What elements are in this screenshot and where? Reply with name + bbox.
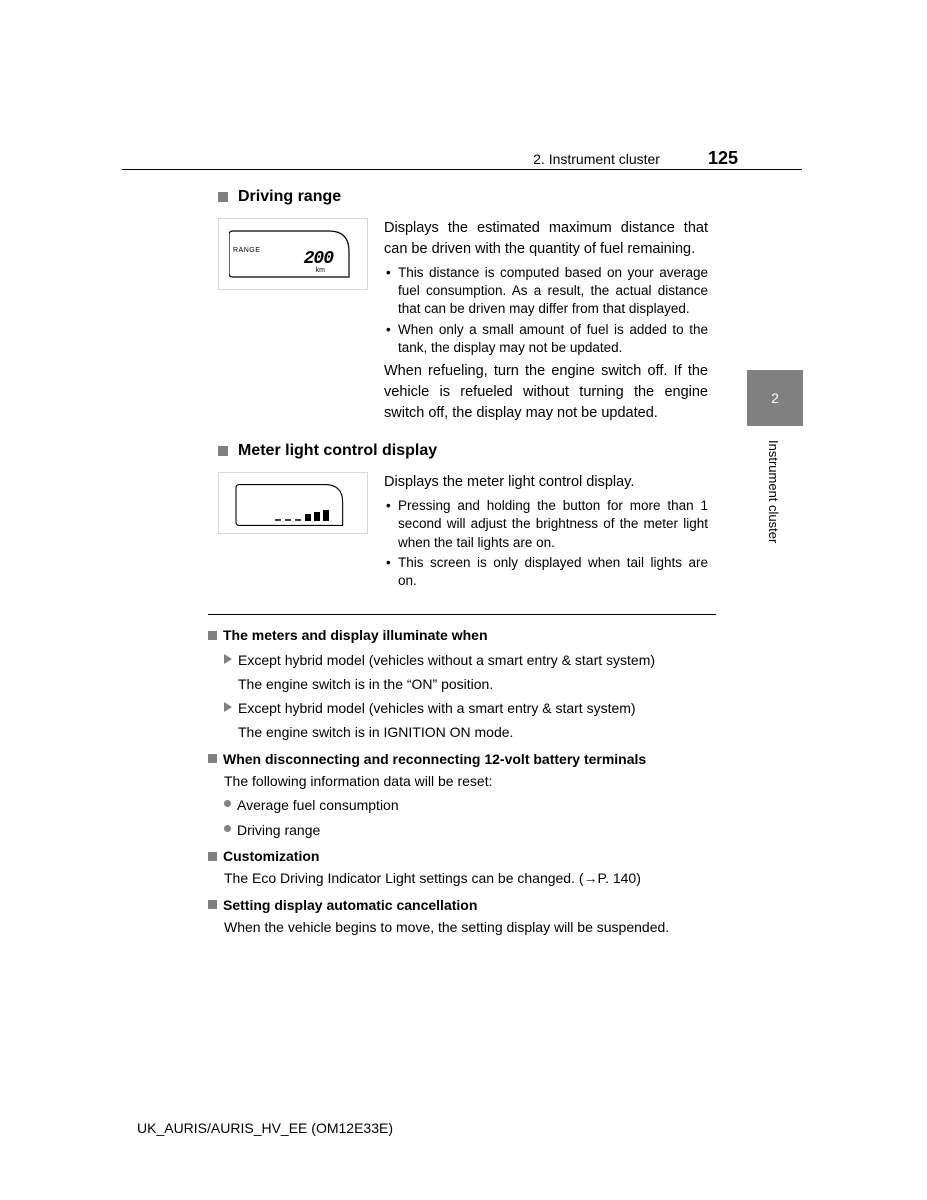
list-item: Driving range — [237, 820, 320, 840]
brightness-bars-icon — [275, 509, 335, 523]
header-rule — [122, 169, 802, 170]
notes-section: The meters and display illuminate when E… — [208, 625, 716, 937]
meter-light-intro: Displays the meter light control display… — [384, 472, 708, 493]
note-title: When disconnecting and reconnecting 12-v… — [223, 749, 646, 769]
section-heading-meter-light: Meter light control display — [218, 442, 802, 460]
square-bullet-icon — [218, 192, 228, 202]
square-bullet-icon — [208, 754, 217, 763]
dot-bullet-icon — [224, 800, 231, 807]
driving-range-row: RANGE 200 km Displays the estimated maxi… — [218, 218, 802, 428]
square-bullet-icon — [208, 631, 217, 640]
meter-light-row: Displays the meter light control display… — [218, 472, 802, 594]
list-item: This distance is computed based on your … — [384, 264, 708, 319]
driving-range-text: Displays the estimated maximum distance … — [384, 218, 708, 428]
list-item: When only a small amount of fuel is adde… — [384, 321, 708, 357]
driving-range-intro: Displays the estimated maximum distance … — [384, 218, 708, 260]
triangle-item: Except hybrid model (vehicles without a … — [224, 650, 716, 670]
note-title: The meters and display illuminate when — [223, 625, 488, 645]
item-body: The engine switch is in IGNITION ON mode… — [238, 722, 716, 742]
driving-range-bullets: This distance is computed based on your … — [384, 264, 708, 357]
triangle-bullet-icon — [224, 702, 232, 712]
item-body: The engine switch is in the “ON” positio… — [238, 674, 716, 694]
arrow-icon: → — [584, 870, 598, 886]
item-header: Except hybrid model (vehicles without a … — [238, 650, 655, 670]
dot-item: Driving range — [224, 820, 716, 840]
square-bullet-icon — [208, 900, 217, 909]
chapter-tab-label: Instrument cluster — [766, 440, 781, 543]
note-heading: Setting display automatic cancellation — [208, 895, 716, 915]
note-heading: When disconnecting and reconnecting 12-v… — [208, 749, 716, 769]
document-footer: UK_AURIS/AURIS_HV_EE (OM12E33E) — [137, 1120, 393, 1136]
meter-illustration-box: RANGE 200 km — [218, 218, 368, 290]
meter-light-bullets: Pressing and holding the button for more… — [384, 497, 708, 590]
list-item: Pressing and holding the button for more… — [384, 497, 708, 552]
note-body: The following information data will be r… — [224, 771, 716, 840]
note-body: When the vehicle begins to move, the set… — [224, 917, 716, 937]
driving-range-illustration: RANGE 200 km — [218, 218, 368, 428]
note-heading: Customization — [208, 846, 716, 866]
range-value: 200 — [304, 249, 333, 269]
item-header: Except hybrid model (vehicles with a sma… — [238, 698, 636, 718]
chapter-label: 2. Instrument cluster — [533, 151, 660, 167]
square-bullet-icon — [208, 852, 217, 861]
triangle-bullet-icon — [224, 654, 232, 664]
note-intro: The following information data will be r… — [224, 771, 716, 791]
section-title: Meter light control display — [238, 442, 437, 460]
cancellation-text: When the vehicle begins to move, the set… — [224, 917, 716, 937]
note-title: Customization — [223, 846, 319, 866]
meter-illustration-box — [218, 472, 368, 534]
note-body: Except hybrid model (vehicles without a … — [224, 650, 716, 743]
chapter-tab: 2 — [747, 370, 803, 426]
main-content: Driving range RANGE 200 km Displays the … — [122, 188, 802, 937]
meter-light-illustration — [218, 472, 368, 594]
square-bullet-icon — [218, 446, 228, 456]
page-header: 2. Instrument cluster 125 — [122, 148, 802, 169]
section-divider — [208, 614, 716, 615]
note-heading: The meters and display illuminate when — [208, 625, 716, 645]
dot-item: Average fuel consumption — [224, 795, 716, 815]
list-item: This screen is only displayed when tail … — [384, 554, 708, 590]
section-title: Driving range — [238, 188, 341, 206]
note-title: Setting display automatic cancellation — [223, 895, 477, 915]
range-unit: km — [316, 267, 325, 274]
section-heading-driving-range: Driving range — [218, 188, 802, 206]
range-label: RANGE — [233, 247, 260, 254]
list-item: Average fuel consumption — [237, 795, 399, 815]
chapter-tab-number: 2 — [771, 390, 779, 406]
driving-range-outro: When refueling, turn the engine switch o… — [384, 361, 708, 424]
customization-text-post: P. 140) — [598, 870, 641, 886]
dot-bullet-icon — [224, 825, 231, 832]
meter-outline-icon — [229, 227, 355, 281]
page-number: 125 — [708, 148, 738, 169]
note-body: The Eco Driving Indicator Light settings… — [224, 868, 716, 888]
meter-light-text: Displays the meter light control display… — [384, 472, 708, 594]
customization-text-pre: The Eco Driving Indicator Light settings… — [224, 870, 584, 886]
page-content: 2. Instrument cluster 125 Driving range … — [122, 168, 802, 937]
triangle-item: Except hybrid model (vehicles with a sma… — [224, 698, 716, 718]
